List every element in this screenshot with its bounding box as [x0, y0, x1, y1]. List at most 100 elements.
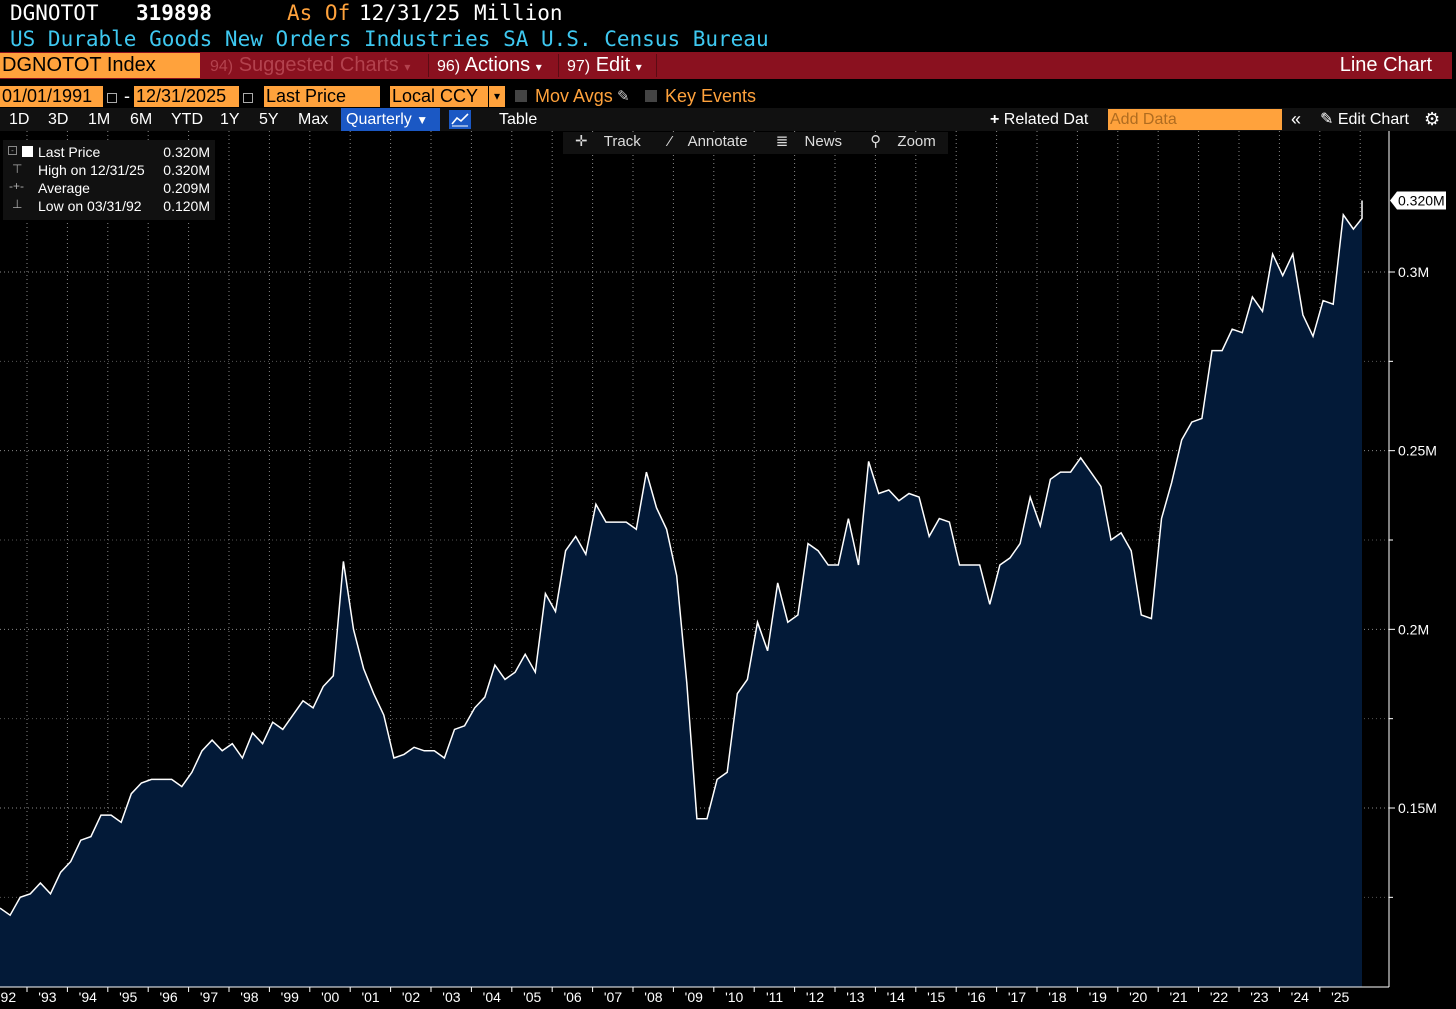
x-tick-label: '23 — [1250, 989, 1268, 1005]
collapse-minus-icon[interactable]: - — [8, 146, 17, 155]
key-events-checkbox[interactable] — [645, 90, 657, 102]
track-label: Track — [603, 133, 641, 150]
end-date-input[interactable]: 12/31/2025 — [134, 86, 239, 107]
plus-icon: + — [990, 111, 1000, 128]
last-price-marker: 0.320M — [1390, 191, 1446, 210]
chevron-down-icon: ▼ — [416, 113, 429, 127]
security-field[interactable]: DGNOTOT Index — [0, 53, 200, 78]
related-data-button[interactable]: + Related Dat — [990, 108, 1088, 131]
menu-divider — [428, 54, 429, 77]
field-select[interactable]: Last Price — [264, 86, 380, 107]
suggested-charts-num: 94) — [210, 58, 234, 75]
collapse-double-chevron-icon[interactable]: « — [1291, 109, 1302, 129]
key-events-label: Key Events — [665, 86, 757, 106]
legend-box: - Last Price 0.320M ⊤ High on 12/31/25 0… — [3, 140, 215, 220]
y-tick-label: 0.2M — [1398, 621, 1429, 637]
last-price-tag — [1390, 191, 1446, 210]
table-button[interactable]: Table — [499, 111, 538, 128]
period-1y[interactable]: 1Y — [220, 111, 240, 128]
average-marker-icon: -+- — [9, 179, 24, 193]
period-max[interactable]: Max — [298, 111, 329, 128]
period-1d[interactable]: 1D — [9, 111, 30, 128]
ticker-symbol: DGNOTOT — [10, 1, 99, 25]
legend-low-value: 0.120M — [163, 198, 210, 214]
date-range-bar: 01/01/1991 - 12/31/2025 Last Price Local… — [0, 86, 1456, 108]
actions-label: Actions — [464, 54, 531, 76]
chevron-down-icon: ▾ — [635, 60, 642, 74]
track-tool[interactable]: ✛ Track — [563, 132, 653, 152]
gear-icon[interactable]: ⚙ — [1424, 109, 1441, 129]
news-tool[interactable]: ≣ News — [764, 132, 854, 152]
x-tick-label: '02 — [402, 989, 420, 1005]
menu-bar: DGNOTOT Index 94) Suggested Charts ▾ 96)… — [0, 52, 1452, 79]
period-1m[interactable]: 1M — [88, 111, 111, 128]
y-tick-label: 0.3M — [1398, 264, 1429, 280]
x-tick-label: '20 — [1129, 989, 1147, 1005]
legend-last-row: Last Price 0.320M — [38, 143, 216, 161]
last-price-tag-label: 0.320M — [1398, 193, 1445, 209]
pencil-icon[interactable]: ✎ — [617, 88, 630, 105]
mov-avgs-checkbox[interactable] — [515, 90, 527, 102]
x-tick-label: '09 — [685, 989, 703, 1005]
line-chart[interactable]: 0.15M 0.2M 0.25M 0.3M '92 '93 '94 '95 '96 '97 '98… — [0, 131, 1456, 1009]
x-tick-label: '04 — [483, 989, 501, 1005]
annotate-tool[interactable]: ⁄ Annotate — [657, 132, 760, 152]
y-axis-ticks: 0.15M 0.2M 0.25M 0.3M — [1389, 264, 1437, 898]
calendar-icon[interactable] — [105, 89, 118, 104]
x-tick-label: '25 — [1331, 989, 1349, 1005]
x-tick-label: '07 — [604, 989, 622, 1005]
x-tick-label: '96 — [159, 989, 177, 1005]
suggested-charts-label: Suggested Charts — [238, 54, 399, 76]
period-ytd[interactable]: YTD — [171, 111, 203, 128]
legend-last-label: Last Price — [38, 144, 101, 160]
x-tick-label: '95 — [119, 989, 137, 1005]
zoom-tool[interactable]: ⚲ Zoom — [858, 132, 948, 152]
edit-label: Edit — [595, 54, 631, 76]
edit-chart-button[interactable]: ✎ Edit Chart — [1320, 108, 1409, 131]
legend-high-value: 0.320M — [163, 162, 210, 178]
pencil-icon: ⁄ — [668, 133, 672, 150]
as-of-label: As Of — [287, 1, 351, 25]
price-line — [0, 200, 1363, 917]
suggested-charts-menu[interactable]: 94) Suggested Charts ▾ — [210, 52, 410, 79]
unit-label: Million — [474, 1, 563, 25]
x-tick-label: '12 — [806, 989, 824, 1005]
period-3d[interactable]: 3D — [48, 111, 69, 128]
legend-low-label: Low on 03/31/92 — [38, 198, 142, 214]
x-tick-label: '06 — [563, 989, 581, 1005]
news-icon: ≣ — [775, 133, 789, 150]
add-data-input[interactable]: Add Data — [1108, 109, 1282, 130]
line-chart-icon[interactable] — [449, 110, 471, 129]
edit-menu[interactable]: 97) Edit ▾ — [567, 52, 642, 79]
legend-average-value: 0.209M — [163, 180, 210, 196]
period-6m[interactable]: 6M — [130, 111, 153, 128]
calendar-icon[interactable] — [241, 89, 254, 104]
currency-select[interactable]: Local CCY — [390, 86, 488, 107]
x-tick-label: '05 — [523, 989, 541, 1005]
series-color-swatch — [22, 146, 33, 157]
magnifier-icon: ⚲ — [870, 133, 882, 150]
start-date-input[interactable]: 01/01/1991 — [0, 86, 103, 107]
x-tick-label: '98 — [240, 989, 258, 1005]
security-description: US Durable Goods New Orders Industries S… — [10, 27, 769, 51]
x-tick-label: '08 — [644, 989, 662, 1005]
period-5y[interactable]: 5Y — [259, 111, 279, 128]
x-tick-label: '21 — [1169, 989, 1187, 1005]
legend-low-row: Low on 03/31/92 0.120M — [38, 197, 216, 215]
x-tick-label: '97 — [200, 989, 218, 1005]
actions-menu[interactable]: 96) Actions ▾ — [437, 52, 542, 79]
chevron-down-icon: ▾ — [404, 60, 411, 74]
x-tick-label: '01 — [361, 989, 379, 1005]
frequency-select[interactable]: Quarterly ▼ — [341, 108, 440, 131]
low-marker-icon: ⊥ — [12, 197, 23, 211]
x-tick-label: '94 — [79, 989, 97, 1005]
x-tick-label: '13 — [846, 989, 864, 1005]
price-area — [0, 200, 1362, 987]
mov-avgs-label: Mov Avgs — [535, 86, 613, 106]
legend-average-row: Average 0.209M — [38, 179, 216, 197]
chevron-down-icon[interactable]: ▾ — [489, 86, 505, 107]
crosshair-icon: ✛ — [575, 133, 588, 150]
legend-average-label: Average — [38, 180, 90, 196]
x-tick-label: '11 — [766, 989, 783, 1005]
legend-high-row: High on 12/31/25 0.320M — [38, 161, 216, 179]
